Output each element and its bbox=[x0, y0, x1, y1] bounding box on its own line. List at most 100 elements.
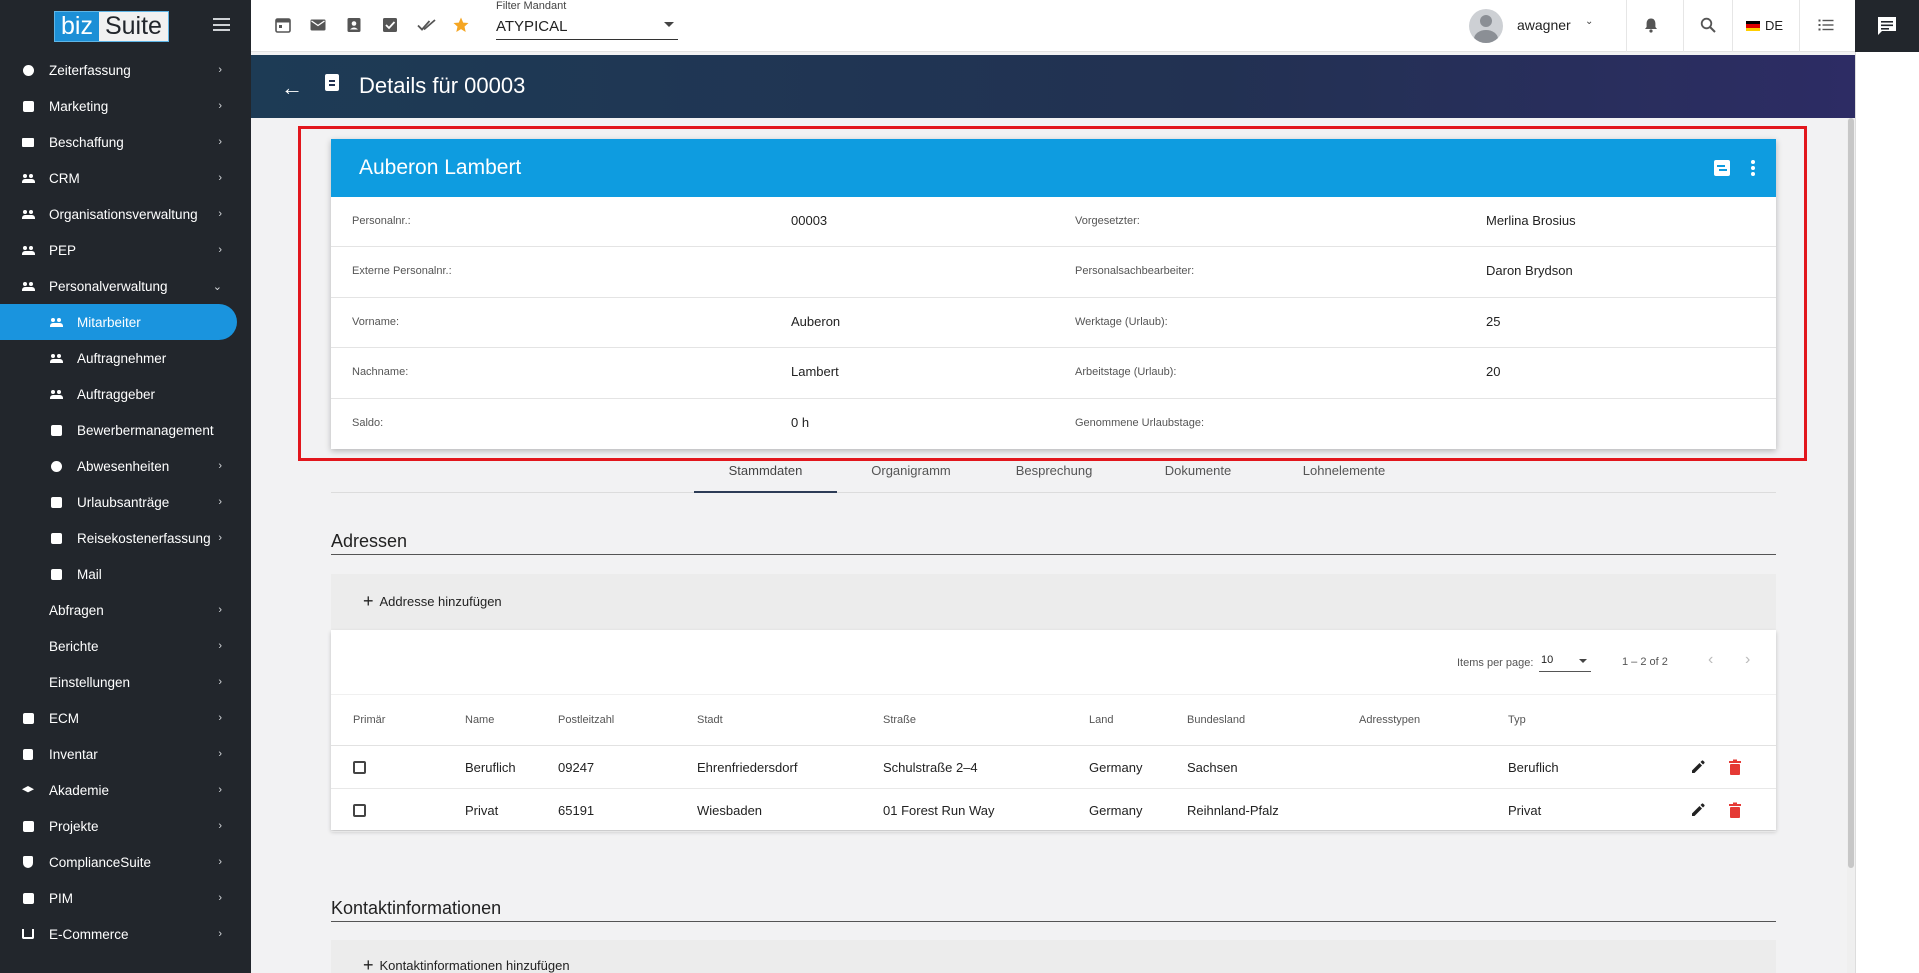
chevron-right-icon: › bbox=[218, 604, 222, 616]
notification-bell-icon[interactable] bbox=[1643, 17, 1659, 33]
add-contact-label: Kontaktinformationen hinzufügen bbox=[379, 958, 570, 973]
search-icon[interactable] bbox=[1700, 17, 1716, 33]
cell-strasse: 01 Forest Run Way bbox=[883, 803, 995, 818]
table-header: Primär Name Postleitzahl Stadt Straße La… bbox=[331, 695, 1776, 746]
contact-card-icon[interactable] bbox=[346, 17, 362, 33]
sidebar-item-abwesenheiten[interactable]: Abwesenheiten › bbox=[0, 448, 251, 484]
sidebar-item-compliancesuite[interactable]: ComplianceSuite › bbox=[0, 844, 251, 880]
dropdown-caret-icon bbox=[1579, 659, 1587, 663]
german-flag-icon[interactable] bbox=[1746, 21, 1760, 31]
back-arrow-icon[interactable]: ← bbox=[281, 75, 303, 100]
mail-icon[interactable] bbox=[310, 17, 326, 33]
tab-besprechung[interactable]: Besprechung bbox=[1015, 463, 1093, 478]
flag-stripe bbox=[1746, 27, 1760, 31]
column-header[interactable]: Adresstypen bbox=[1359, 714, 1421, 726]
table-row: Beruflich 09247 Ehrenfriedersdorf Schuls… bbox=[331, 746, 1776, 789]
tab-lohnelemente[interactable]: Lohnelemente bbox=[1302, 463, 1386, 478]
sidebar-item-label: Urlaubsanträge bbox=[77, 494, 170, 510]
done-all-icon[interactable] bbox=[417, 17, 437, 33]
previous-page-icon[interactable]: ‹ bbox=[1708, 651, 1714, 668]
sidebar-item-urlaubsantraege[interactable]: Urlaubsanträge › bbox=[0, 484, 251, 520]
chevron-right-icon: › bbox=[218, 712, 222, 724]
sidebar-item-label: Organisationsverwaltung bbox=[49, 206, 198, 222]
next-page-icon[interactable]: › bbox=[1745, 651, 1751, 668]
sidebar-item-abfragen[interactable]: Abfragen › bbox=[0, 592, 251, 628]
delete-trash-icon[interactable] bbox=[1729, 759, 1741, 775]
items-per-page-value: 10 bbox=[1541, 654, 1554, 666]
column-header[interactable]: Stadt bbox=[697, 714, 723, 726]
sidebar-item-ecommerce[interactable]: E-Commerce › bbox=[0, 916, 251, 952]
add-address-button[interactable]: + Addresse hinzufügen bbox=[363, 592, 502, 610]
sidebar-item-beschaffung[interactable]: Beschaffung › bbox=[0, 124, 251, 160]
calendar-icon[interactable] bbox=[275, 17, 291, 33]
people-icon bbox=[22, 172, 35, 184]
edit-pencil-icon[interactable] bbox=[1690, 802, 1706, 818]
sidebar-item-label: ECM bbox=[49, 710, 79, 726]
sidebar-item-auftragnehmer[interactable]: Auftragnehmer bbox=[0, 340, 251, 376]
tab-stammdaten[interactable]: Stammdaten bbox=[694, 463, 837, 493]
sidebar-item-akademie[interactable]: Akademie › bbox=[0, 772, 251, 808]
column-header[interactable]: Typ bbox=[1508, 714, 1526, 726]
language-selector[interactable]: DE bbox=[1765, 18, 1784, 33]
primary-checkbox[interactable] bbox=[353, 804, 366, 817]
primary-checkbox[interactable] bbox=[353, 761, 366, 774]
sidebar-item-marketing[interactable]: Marketing › bbox=[0, 88, 251, 124]
username[interactable]: awagner bbox=[1517, 17, 1571, 33]
clipboard-icon bbox=[325, 74, 339, 91]
employee-name: Auberon Lambert bbox=[359, 156, 522, 179]
divider bbox=[1799, 0, 1800, 52]
column-header[interactable]: Name bbox=[465, 714, 495, 726]
chevron-right-icon: › bbox=[218, 244, 222, 256]
column-header[interactable]: Bundesland bbox=[1187, 714, 1246, 726]
tab-dokumente[interactable]: Dokumente bbox=[1164, 463, 1232, 478]
column-header[interactable]: Primär bbox=[353, 714, 386, 726]
sidebar-item-organisationsverwaltung[interactable]: Organisationsverwaltung › bbox=[0, 196, 251, 232]
chevron-right-icon: › bbox=[218, 100, 222, 112]
list-menu-icon[interactable] bbox=[1818, 17, 1834, 33]
sidebar-item-label: Abfragen bbox=[49, 602, 104, 618]
star-icon[interactable] bbox=[453, 17, 469, 33]
sidebar-item-bewerbermanagement[interactable]: Bewerbermanagement bbox=[0, 412, 251, 448]
delete-trash-icon[interactable] bbox=[1729, 802, 1741, 818]
task-checkbox-icon[interactable] bbox=[382, 17, 398, 33]
sidebar-item-zeiterfassung[interactable]: Zeiterfassung › bbox=[0, 52, 251, 88]
sidebar-item-einstellungen[interactable]: Einstellungen › bbox=[0, 664, 251, 700]
cell-bundesland: Reihnland-Pfalz bbox=[1187, 803, 1279, 818]
sidebar-item-personalverwaltung[interactable]: Personalverwaltung ⌄ bbox=[0, 268, 251, 304]
sidebar-item-label: Inventar bbox=[49, 746, 98, 762]
detail-label: Saldo: bbox=[352, 416, 384, 429]
filter-mandant-select[interactable]: ATYPICAL bbox=[496, 17, 678, 40]
people-icon bbox=[50, 352, 63, 364]
tab-organigramm[interactable]: Organigramm bbox=[871, 463, 951, 478]
chevron-right-icon: › bbox=[218, 136, 222, 148]
user-avatar[interactable] bbox=[1469, 9, 1503, 43]
more-vert-icon[interactable] bbox=[1751, 160, 1755, 176]
sidebar-item-crm[interactable]: CRM › bbox=[0, 160, 251, 196]
sidebar-item-label: Projekte bbox=[49, 818, 99, 834]
bizsuite-logo[interactable]: biz Suite bbox=[54, 10, 169, 42]
sidebar-item-mail[interactable]: Mail bbox=[0, 556, 251, 592]
items-per-page-select[interactable]: 10 bbox=[1539, 654, 1591, 672]
sidebar-item-mitarbeiter[interactable]: Mitarbeiter bbox=[0, 304, 237, 340]
add-contact-button[interactable]: + Kontaktinformationen hinzufügen bbox=[363, 956, 570, 973]
scrollbar-thumb[interactable] bbox=[1848, 118, 1854, 868]
pim-icon bbox=[22, 892, 34, 904]
edit-pencil-icon[interactable] bbox=[1690, 759, 1706, 775]
sidebar-item-projekte[interactable]: Projekte › bbox=[0, 808, 251, 844]
sidebar-item-inventar[interactable]: Inventar › bbox=[0, 736, 251, 772]
column-header[interactable]: Postleitzahl bbox=[558, 714, 615, 726]
chat-button[interactable] bbox=[1855, 0, 1919, 52]
report-icon[interactable] bbox=[1714, 160, 1730, 176]
column-header[interactable]: Land bbox=[1089, 714, 1114, 726]
user-menu-chevron-icon[interactable]: ⌄ bbox=[1585, 16, 1594, 27]
sidebar-item-ecm[interactable]: ECM › bbox=[0, 700, 251, 736]
menu-toggle-icon[interactable] bbox=[213, 18, 230, 31]
sidebar-item-auftraggeber[interactable]: Auftraggeber bbox=[0, 376, 251, 412]
sidebar-item-pep[interactable]: PEP › bbox=[0, 232, 251, 268]
absence-icon bbox=[50, 460, 62, 472]
sidebar-item-berichte[interactable]: Berichte › bbox=[0, 628, 251, 664]
sidebar-item-reisekostenerfassung[interactable]: Reisekostenerfassung › bbox=[0, 520, 251, 556]
column-header[interactable]: Straße bbox=[883, 714, 917, 726]
sidebar-item-label: ComplianceSuite bbox=[49, 854, 152, 870]
sidebar-item-pim[interactable]: PIM › bbox=[0, 880, 251, 916]
